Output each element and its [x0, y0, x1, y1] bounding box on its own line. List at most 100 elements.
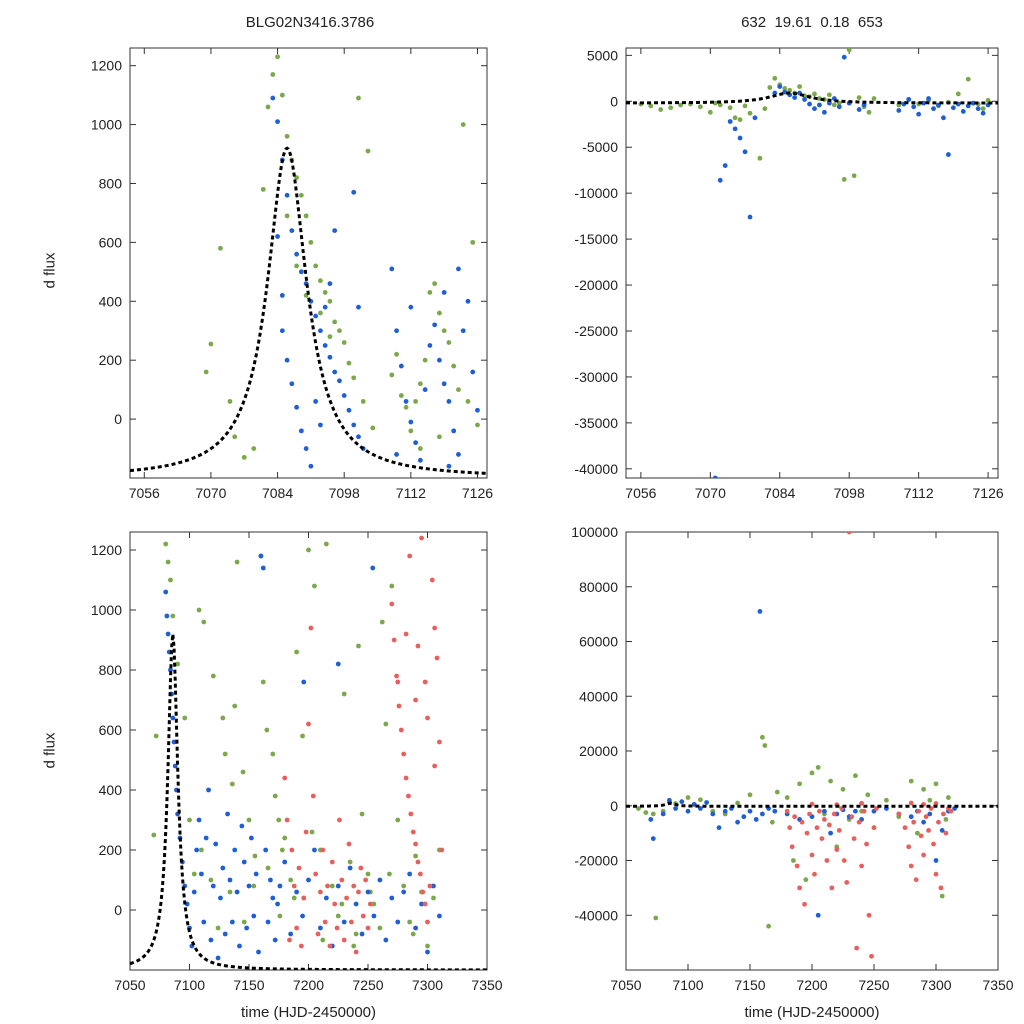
data-point-green — [803, 877, 809, 883]
data-point-green — [339, 901, 345, 907]
data-point-blue — [802, 97, 807, 102]
y-tick-label: 80000 — [579, 579, 618, 595]
data-point-blue — [475, 407, 480, 413]
data-point-red — [303, 829, 309, 835]
y-tick-label: 200 — [99, 842, 123, 858]
data-point-blue — [270, 895, 276, 901]
data-point-red — [948, 808, 954, 814]
data-point-green — [648, 103, 654, 109]
data-point-blue — [425, 949, 430, 955]
plot-area-bottom-left — [130, 535, 487, 970]
data-point-blue — [401, 889, 407, 895]
plot-frame — [625, 531, 999, 971]
data-point-green — [826, 92, 832, 98]
data-point-red — [432, 763, 438, 769]
data-point-blue — [164, 613, 170, 619]
data-point-blue — [210, 883, 216, 889]
y-tick-label: -40000 — [574, 907, 618, 923]
data-point-blue — [196, 817, 202, 823]
data-point-red — [327, 943, 333, 949]
x-tick-label: 7350 — [471, 977, 502, 993]
data-point-blue — [353, 901, 359, 907]
data-point-green — [398, 393, 404, 398]
data-point-blue — [752, 115, 758, 121]
data-point-green — [939, 893, 945, 899]
data-point-red — [420, 889, 426, 895]
chart-top-right: 7056 7070 7084 7098 7112 7126 5000 0 -5000 -10000… — [574, 47, 1003, 501]
data-point-green — [955, 91, 961, 97]
data-point-red — [396, 703, 402, 709]
data-point-green — [437, 310, 442, 316]
data-point-blue — [828, 830, 833, 836]
data-point-red — [902, 825, 908, 831]
data-point-green — [341, 691, 347, 697]
y-tick-label: -40000 — [574, 461, 618, 477]
data-point-green — [182, 715, 188, 721]
data-point-blue — [747, 808, 753, 814]
data-point-green — [747, 110, 753, 116]
data-point-red — [859, 863, 864, 869]
data-point-blue — [916, 111, 922, 117]
data-point-green — [318, 278, 323, 284]
data-point-green — [191, 871, 197, 877]
data-point-green — [275, 54, 280, 60]
x-tick-label: 7070 — [695, 485, 726, 501]
data-point-blue — [165, 631, 171, 637]
data-point-blue — [941, 115, 946, 121]
data-point-blue — [313, 399, 319, 404]
data-point-green — [294, 263, 299, 269]
data-point-green — [475, 422, 480, 428]
data-point-green — [284, 213, 290, 219]
data-point-blue — [939, 827, 945, 833]
data-point-blue — [419, 901, 424, 907]
data-point-green — [707, 109, 713, 115]
data-point-blue — [279, 292, 285, 298]
data-point-red — [395, 679, 401, 685]
x-tick-label: 7200 — [293, 977, 324, 993]
data-point-green — [329, 883, 335, 889]
data-point-red — [413, 841, 418, 847]
data-point-blue — [306, 877, 311, 883]
data-point-red — [918, 833, 924, 839]
data-point-blue — [289, 228, 295, 234]
data-point-blue — [289, 381, 295, 387]
data-point-green — [210, 673, 216, 679]
data-point-red — [320, 847, 326, 853]
data-point-blue — [356, 304, 361, 310]
data-point-blue — [777, 84, 783, 89]
data-point-blue — [422, 387, 428, 393]
data-point-red — [337, 817, 342, 823]
data-point-blue — [351, 189, 357, 195]
data-point-green — [653, 915, 659, 921]
data-point-blue — [232, 847, 238, 853]
data-point-red — [807, 811, 812, 817]
data-point-blue — [312, 847, 317, 853]
data-point-red — [936, 819, 941, 825]
data-point-green — [306, 547, 311, 553]
y-tick-label: 0 — [610, 93, 618, 109]
data-point-green — [170, 613, 176, 619]
data-point-red — [834, 847, 840, 852]
data-point-green — [187, 817, 192, 823]
data-point-blue — [896, 108, 902, 113]
data-point-blue — [807, 101, 812, 107]
data-point-red — [844, 880, 850, 885]
data-point-red — [356, 889, 361, 895]
data-point-red — [913, 877, 919, 883]
data-point-green — [782, 86, 788, 91]
data-point-green — [351, 375, 357, 381]
data-point-green — [291, 895, 297, 901]
series-green — [151, 541, 442, 949]
data-point-green — [866, 109, 872, 115]
y-tick-label: -35000 — [574, 415, 618, 431]
series-green — [203, 54, 480, 460]
data-point-red — [318, 889, 323, 895]
series-blue — [163, 553, 442, 961]
data-point-blue — [201, 919, 207, 925]
data-point-blue — [395, 919, 401, 925]
data-point-green — [270, 72, 276, 77]
data-point-blue — [294, 404, 299, 410]
data-point-green — [403, 404, 409, 410]
x-tick-label: 7050 — [114, 977, 145, 993]
